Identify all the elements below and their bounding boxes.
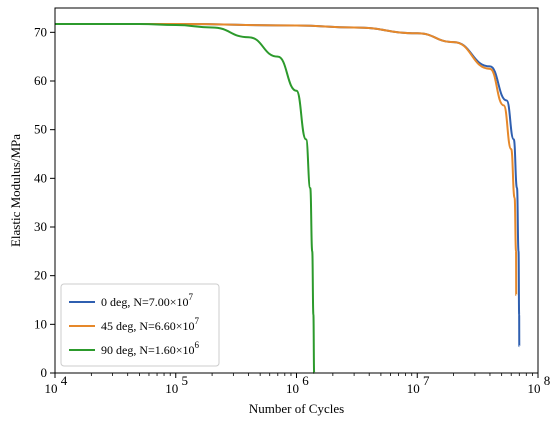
y-axis-label: Elastic Modulus/MPa: [8, 134, 23, 247]
legend: 0 deg, N=7.00×107 45 deg, N=6.60×107 90 de…: [60, 283, 220, 367]
x-tick-exponent: 6: [302, 373, 309, 388]
x-tick-label: 10: [407, 381, 420, 396]
legend-label: 0 deg, N=7.00×107: [101, 292, 194, 309]
y-tick-label: 30: [34, 219, 47, 234]
y-tick-label: 40: [34, 170, 47, 185]
series-line-2: [55, 23, 518, 297]
x-tick-label: 10: [165, 381, 178, 396]
y-tick-label: 70: [34, 24, 47, 39]
x-tick-exponent: 8: [544, 373, 550, 388]
x-tick-exponent: 4: [61, 373, 68, 388]
series-layer: [55, 23, 521, 374]
series-line-3: [55, 23, 316, 374]
x-tick-exponent: 7: [423, 373, 430, 388]
x-axis-label: Number of Cycles: [249, 401, 344, 416]
y-tick-label: 0: [41, 365, 48, 380]
y-tick-label: 10: [34, 316, 47, 331]
legend-label: 45 deg, N=6.60×107: [101, 316, 200, 333]
x-tick-exponent: 5: [182, 373, 189, 388]
y-tick-label: 60: [34, 73, 47, 88]
x-tick-label: 10: [528, 381, 541, 396]
y-axis-ticks: 0 10 20 30 40 50 60 70: [34, 24, 55, 380]
legend-label: 90 deg, N=1.60×106: [101, 340, 200, 357]
x-tick-label: 10: [45, 381, 58, 396]
y-tick-label: 50: [34, 122, 47, 137]
y-tick-label: 20: [34, 268, 47, 283]
legend-box: [60, 283, 220, 367]
x-tick-label: 10: [286, 381, 299, 396]
